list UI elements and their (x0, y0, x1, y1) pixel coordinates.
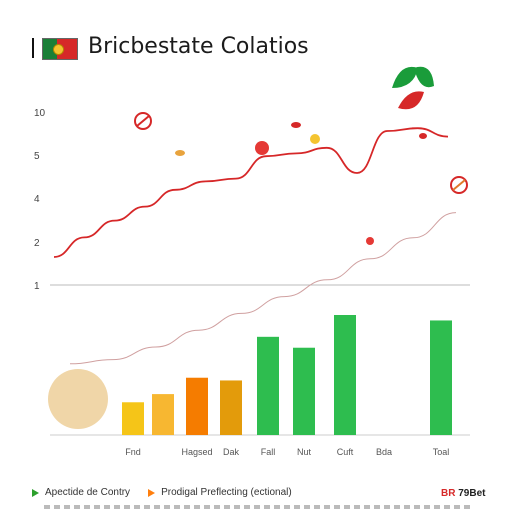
bar-mark (257, 336, 279, 435)
y-tick-label: 10 (34, 108, 46, 119)
portugal-flag-icon (42, 38, 78, 60)
virus-icon (366, 237, 374, 245)
brand-suffix: 79Bet (458, 488, 486, 499)
x-tick-label: Nut (297, 447, 312, 457)
bar-mark (430, 320, 452, 435)
x-tick-label: Bda (376, 447, 392, 457)
virus-icon (255, 141, 269, 155)
legend-swatch-green (32, 488, 39, 497)
bar-mark (220, 380, 242, 435)
seed-icon (291, 122, 301, 128)
y-tick-label: 1 (34, 281, 40, 292)
brand-logo: BR 79Bet (441, 488, 485, 499)
bar-coin-mark (48, 369, 108, 429)
y-tick-label: 2 (34, 238, 40, 249)
page-title: Bricbestate Colatios (88, 34, 309, 59)
legend-label: Prodigal Preflecting (ectional) (161, 487, 292, 498)
y-tick-label: 4 (34, 194, 40, 205)
brand-leaf-icon (398, 91, 424, 110)
seed-icon (175, 150, 185, 156)
x-tick-label: Dak (223, 447, 240, 457)
x-tick-label: Cuft (337, 447, 354, 457)
legend-item: Apectide de Contry (32, 487, 130, 498)
footnote-garbled (44, 505, 474, 509)
x-tick-label: Toal (433, 447, 450, 457)
series-line-main (53, 127, 449, 258)
brand-leaf-icon (414, 66, 434, 88)
y-tick-label: 5 (34, 151, 40, 162)
legend: Apectide de Contry Prodigal Preflecting … (32, 487, 292, 498)
legend-item: Prodigal Preflecting (ectional) (148, 487, 292, 498)
x-tick-label: Fnd (125, 447, 141, 457)
x-tick-label: Hagsed (181, 447, 212, 457)
brand-prefix: BR (441, 488, 456, 499)
bar-mark (334, 315, 356, 435)
bar-mark (152, 394, 174, 435)
bar-mark (122, 402, 144, 435)
bar-mark (186, 377, 208, 435)
seed-icon (419, 133, 427, 139)
x-tick-label: Fall (261, 447, 276, 457)
bar-mark (293, 347, 315, 435)
legend-swatch-orange (148, 488, 156, 497)
ball-icon-stripe (136, 115, 150, 127)
brand-leaf-icon (392, 66, 418, 88)
ball-icon-stripe (452, 179, 466, 191)
legend-label: Apectide de Contry (45, 487, 131, 498)
series-line-trend (69, 212, 457, 365)
sun-icon (310, 134, 320, 144)
title-divider (32, 38, 34, 58)
